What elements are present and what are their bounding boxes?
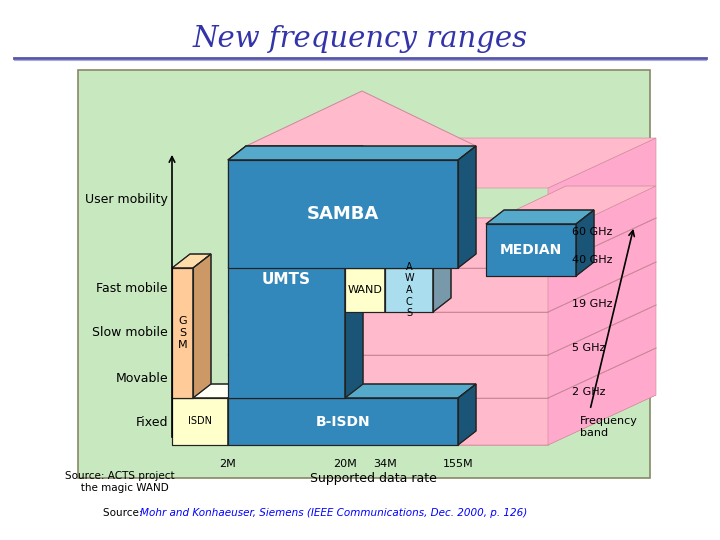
Polygon shape (228, 268, 548, 312)
Polygon shape (228, 398, 548, 445)
Text: MEDIAN: MEDIAN (500, 243, 562, 257)
Text: New frequency ranges: New frequency ranges (192, 25, 528, 53)
Polygon shape (385, 268, 433, 312)
Polygon shape (486, 224, 576, 276)
Polygon shape (345, 254, 403, 268)
Polygon shape (385, 254, 451, 268)
Polygon shape (458, 146, 476, 268)
Polygon shape (548, 262, 656, 355)
Polygon shape (576, 210, 594, 276)
Polygon shape (228, 218, 656, 268)
Polygon shape (228, 355, 548, 398)
Text: SAMBA: SAMBA (307, 205, 379, 223)
Text: 19 GHz: 19 GHz (572, 299, 613, 309)
Polygon shape (486, 186, 656, 224)
Polygon shape (172, 384, 246, 398)
Polygon shape (228, 262, 656, 312)
Polygon shape (228, 160, 345, 398)
Polygon shape (228, 146, 363, 160)
Text: Slow mobile: Slow mobile (92, 327, 168, 340)
Text: ISDN: ISDN (188, 416, 212, 427)
Text: User mobility: User mobility (85, 193, 168, 206)
Text: Source: ACTS project
   the magic WAND: Source: ACTS project the magic WAND (66, 471, 175, 492)
Polygon shape (228, 398, 458, 445)
Polygon shape (228, 395, 656, 445)
Polygon shape (228, 160, 458, 268)
Polygon shape (228, 312, 548, 355)
Text: Fixed: Fixed (135, 415, 168, 429)
Polygon shape (458, 384, 476, 445)
Text: 34M: 34M (373, 459, 397, 469)
Bar (78, 70, 650, 478)
Polygon shape (228, 305, 656, 355)
Polygon shape (193, 254, 211, 398)
Polygon shape (345, 268, 385, 312)
Text: UMTS: UMTS (262, 272, 311, 287)
Text: Fast mobile: Fast mobile (96, 281, 168, 294)
Polygon shape (548, 305, 656, 398)
Text: 2 GHz: 2 GHz (572, 387, 606, 397)
Polygon shape (228, 384, 476, 398)
Polygon shape (345, 146, 363, 398)
Text: WAND: WAND (348, 285, 382, 295)
Text: Mohr and Konhaeuser, Siemens (IEEE Communications, Dec. 2000, p. 126): Mohr and Konhaeuser, Siemens (IEEE Commu… (140, 508, 527, 518)
Text: Source:: Source: (103, 508, 145, 518)
Polygon shape (486, 210, 594, 224)
Text: A
W
A
C
S: A W A C S (404, 262, 414, 318)
Text: G
S
M: G S M (178, 316, 187, 349)
Text: 60 GHz: 60 GHz (572, 227, 613, 237)
Polygon shape (433, 254, 451, 312)
Polygon shape (228, 138, 656, 188)
Text: 2M: 2M (220, 459, 236, 469)
Polygon shape (228, 218, 656, 268)
Text: 155M: 155M (443, 459, 473, 469)
Text: 20M: 20M (333, 459, 357, 469)
Polygon shape (228, 146, 476, 160)
Text: 40 GHz: 40 GHz (572, 255, 613, 265)
Polygon shape (548, 138, 656, 268)
Text: Movable: Movable (115, 372, 168, 384)
Text: Frequency
band: Frequency band (580, 416, 638, 438)
Polygon shape (172, 398, 228, 445)
Text: B-ISDN: B-ISDN (315, 415, 370, 429)
Polygon shape (548, 218, 656, 312)
Polygon shape (228, 348, 656, 398)
Polygon shape (385, 254, 403, 312)
Text: 5 GHz: 5 GHz (572, 343, 606, 353)
Polygon shape (548, 348, 656, 445)
Polygon shape (172, 254, 211, 268)
Polygon shape (172, 268, 193, 398)
Polygon shape (228, 91, 476, 160)
Polygon shape (228, 384, 246, 445)
Text: Supported data rate: Supported data rate (310, 472, 436, 485)
